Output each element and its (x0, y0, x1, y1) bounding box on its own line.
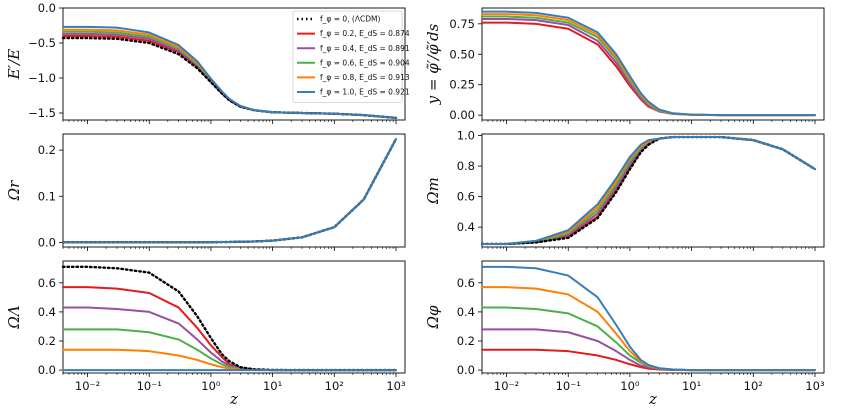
x-tick-label-OL: 10² (325, 379, 344, 393)
y-tick-label-dE: −1.0 (28, 71, 56, 85)
y-tick-label-dE: −0.5 (28, 36, 56, 50)
y-tick-label-OL: 0.2 (38, 334, 56, 348)
y-axis-label-dE: E′/E (5, 49, 23, 80)
plot-frame-Or (62, 133, 406, 248)
x-tick-label-OL: 10⁻¹ (137, 379, 162, 393)
y-tick-label-Om: 1.0 (457, 129, 475, 143)
x-axis-label-left: z (229, 390, 238, 408)
y-tick-label-Ophi: 0.4 (457, 305, 475, 319)
panel-y: 0.00 0.25 0.50 0.75 y = φ̃′/φ̃′ds (424, 7, 825, 124)
legend-label: f_φ = 0.2, E_dS = 0.874 (320, 29, 410, 38)
y-axis-label-Or: Ωr (5, 180, 23, 201)
x-tick-label-OL: 10⁻² (75, 379, 100, 393)
y-tick-label-Or: 0.2 (38, 143, 56, 157)
panel-dE: 0.0 −0.5 −1.0 −1.5 E′/E (5, 1, 406, 124)
series-line-y-5 (481, 10, 816, 117)
y-axis-label-y: y = φ̃′/φ̃′ds (424, 23, 442, 105)
y-tick-label-OL: 0.0 (38, 363, 56, 377)
x-tick-label-Ophi: 10⁻¹ (556, 379, 581, 393)
y-tick-label-y: 0.25 (449, 78, 475, 92)
x-tick-label-Ophi: 10⁻² (494, 379, 519, 393)
panel-Om: 0.4 0.6 0.8 1.0 Ωm (424, 129, 825, 251)
x-tick-label-Ophi: 10¹ (682, 379, 701, 393)
y-tick-label-OL: 0.6 (38, 276, 56, 290)
plot-frame-Om (481, 133, 825, 248)
series-line-Or-5 (62, 138, 397, 244)
y-tick-label-Ophi: 0.0 (457, 363, 475, 377)
y-tick-label-y: 0.00 (449, 108, 475, 122)
series-line-Ophi-5 (481, 265, 816, 372)
legend: f_φ = 0, (ΛCDM) f_φ = 0.2, E_dS = 0.874 f_… (292, 10, 410, 103)
panels: 0.0 −0.5 −1.0 −1.5 E′/E 0.00 0.25 0.50 0.75 y = φ… (5, 1, 825, 393)
x-tick-label-Ophi: 10⁰ (620, 379, 640, 393)
y-tick-label-Ophi: 0.2 (457, 334, 475, 348)
y-tick-label-dE: 0.0 (38, 1, 56, 15)
y-tick-label-OL: 0.4 (38, 305, 56, 319)
y-tick-label-dE: −1.5 (28, 106, 56, 120)
legend-label: f_φ = 1.0, E_dS = 0.921 (320, 88, 410, 97)
y-axis-label-Ophi: Ωφ (424, 305, 442, 329)
legend-label: f_φ = 0.8, E_dS = 0.913 (320, 73, 410, 82)
legend-label: f_φ = 0.4, E_dS = 0.891 (320, 44, 410, 53)
plot-frame-OL (62, 260, 406, 374)
x-tick-label-OL: 10⁰ (201, 379, 221, 393)
plot-frame-dE (62, 7, 406, 121)
legend-label: f_φ = 0, (ΛCDM) (320, 15, 380, 24)
y-tick-label-y: 0.75 (449, 17, 475, 31)
y-tick-label-Ophi: 0.6 (457, 276, 475, 290)
plot-frame-Ophi (481, 260, 825, 374)
x-tick-label-Ophi: 10² (744, 379, 763, 393)
x-axis-label-right: z (648, 390, 657, 408)
panel-Ophi: 0.0 0.2 0.4 0.6 10⁻² 10⁻¹ 10⁰ 10¹ 10² 10³ Ωφ (424, 260, 825, 393)
y-tick-label-Om: 0.4 (457, 220, 475, 234)
y-tick-label-Or: 0.0 (38, 235, 56, 249)
plot-frame-y (481, 7, 825, 121)
y-tick-label-y: 0.50 (449, 47, 475, 61)
panel-Or: 0.0 0.1 0.2 Ωr (5, 133, 406, 251)
x-tick-label-OL: 10³ (386, 379, 406, 393)
series-line-dE-0 (61, 36, 398, 120)
series-line-Om-5 (481, 136, 816, 245)
x-tick-label-Ophi: 10³ (805, 379, 825, 393)
legend-box (292, 10, 403, 103)
y-tick-label-Om: 0.6 (457, 190, 475, 204)
y-axis-label-OL: ΩΛ (5, 305, 23, 329)
y-tick-label-Om: 0.8 (457, 159, 475, 173)
y-tick-label-Or: 0.1 (38, 189, 56, 203)
series-line-dE-5 (62, 25, 397, 119)
panel-OL: 0.0 0.2 0.4 0.6 10⁻² 10⁻¹ 10⁰ 10¹ 10² 10³ ΩΛ (5, 260, 406, 393)
y-axis-label-Om: Ωm (424, 177, 442, 205)
legend-label: f_φ = 0.6, E_dS = 0.904 (320, 58, 410, 67)
x-tick-label-OL: 10¹ (263, 379, 282, 393)
